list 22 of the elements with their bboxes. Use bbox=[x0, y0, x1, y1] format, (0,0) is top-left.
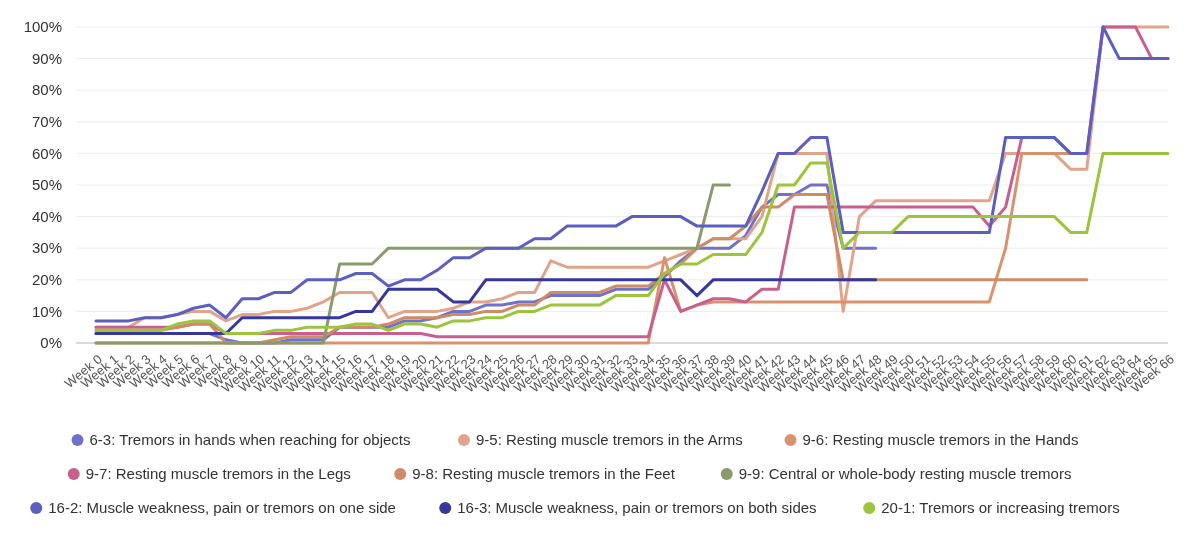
y-tick-label: 20% bbox=[31, 271, 62, 289]
y-tick-label: 40% bbox=[31, 207, 62, 225]
legend-label: 9-7: Resting muscle tremors in the Legs bbox=[85, 465, 351, 483]
line-series bbox=[94, 278, 878, 336]
legend-label: 9-9: Central or whole-body resting muscle tremors bbox=[738, 465, 1072, 483]
legend-label: 16-3: Muscle weakness, pain or tremors on both sides bbox=[457, 499, 817, 517]
legend-label: 6-3: Tremors in hands when reaching for objects bbox=[89, 431, 411, 449]
legend-label: 16-2: Muscle weakness, pain or tremors on one side bbox=[48, 499, 396, 517]
y-tick-label: 100% bbox=[23, 18, 62, 36]
y-tick-label: 0% bbox=[40, 334, 62, 352]
y-tick-label: 50% bbox=[31, 176, 62, 194]
y-tick-label: 90% bbox=[31, 49, 62, 67]
y-tick-label: 60% bbox=[31, 144, 62, 162]
legend-label: 9-6: Resting muscle tremors in the Hands bbox=[802, 431, 1079, 449]
legend-label: 20-1: Tremors or increasing tremors bbox=[881, 499, 1120, 517]
legend-label: 9-5: Resting muscle tremors in the Arms bbox=[476, 431, 743, 449]
legend-label: 9-8: Resting muscle tremors in the Feet bbox=[412, 465, 676, 483]
y-tick-label: 70% bbox=[31, 113, 62, 131]
y-tick-label: 10% bbox=[31, 302, 62, 320]
y-tick-label: 30% bbox=[31, 239, 62, 257]
line-series bbox=[94, 183, 731, 345]
y-tick-label: 80% bbox=[31, 81, 62, 99]
